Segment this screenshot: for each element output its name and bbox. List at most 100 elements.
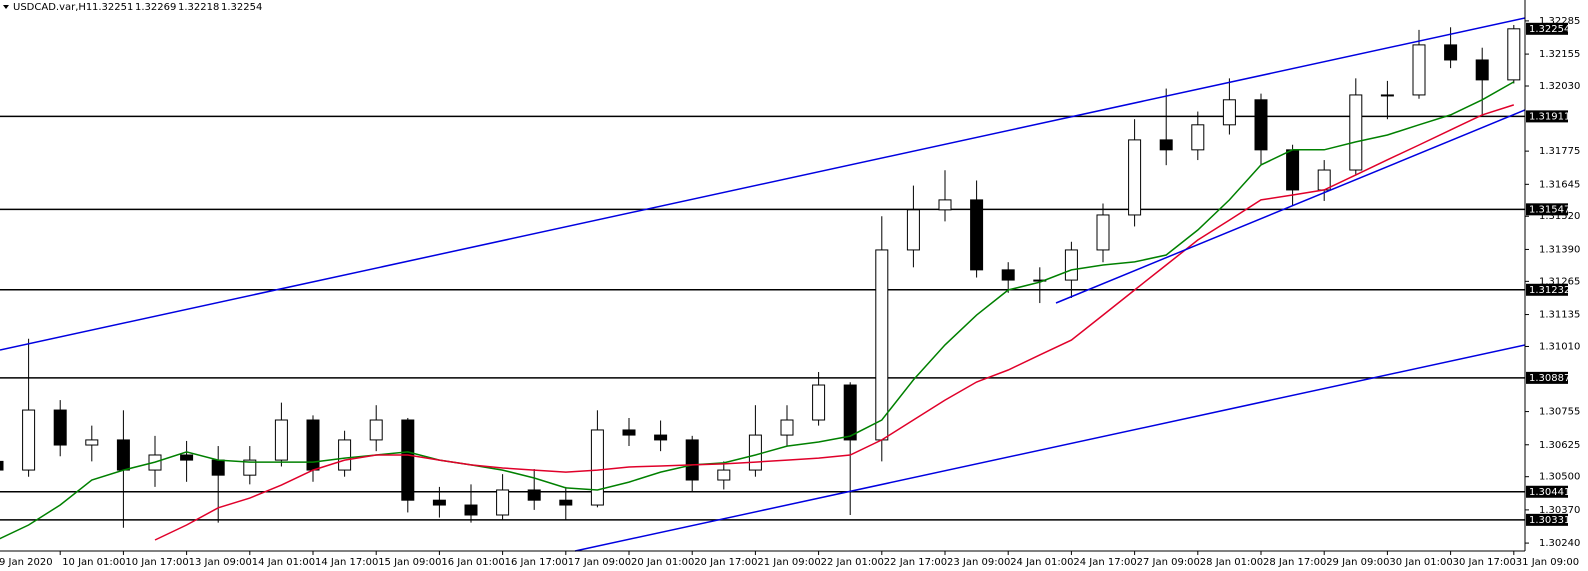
candle-body [1349, 94, 1363, 171]
candle-body [180, 454, 194, 461]
candle-body [1412, 44, 1426, 96]
last-bar-values: 1.32251 1.32269 1.32218 1.32254 [92, 2, 262, 13]
x-tick-label: 21 Jan 09:00 [757, 557, 820, 568]
x-tick-label: 10 Jan 17:00 [125, 557, 188, 568]
ohlc-value: 1.32269 [135, 2, 176, 13]
level-tag [1526, 110, 1568, 123]
candle-body [1096, 214, 1110, 251]
marks-layer [0, 24, 1521, 541]
ohlc-value: 1.32251 [92, 2, 133, 13]
candle-body [1222, 99, 1236, 126]
candle-body [116, 439, 130, 471]
candle-body [1159, 139, 1173, 151]
y-tick-label: 1.32285 [1539, 16, 1580, 27]
x-tick-label: 28 Jan 01:00 [1200, 557, 1263, 568]
x-tick-label: 9 Jan 2020 [0, 557, 53, 568]
candle-body [22, 409, 36, 471]
candle-body [1191, 124, 1205, 151]
x-tick-label: 29 Jan 09:00 [1326, 557, 1389, 568]
x-tick-label: 30 Jan 01:00 [1389, 557, 1452, 568]
candle-body [906, 209, 920, 251]
candle-body [1001, 269, 1015, 281]
trendline [0, 17, 1526, 351]
x-tick-label: 14 Jan 17:00 [315, 557, 378, 568]
level-label: 1.30331 [1529, 515, 1570, 526]
y-tick-label: 1.31775 [1539, 146, 1580, 157]
level-tag [1526, 513, 1568, 526]
level-tag [1526, 485, 1568, 498]
x-tick-label: 20 Jan 17:00 [694, 557, 757, 568]
candle-body [1317, 169, 1331, 191]
candle-body [243, 459, 257, 476]
level-tag [1526, 283, 1568, 296]
y-tick-label: 1.32030 [1539, 81, 1580, 92]
candle-body [0, 460, 4, 471]
y-tick-label: 1.31520 [1539, 211, 1580, 222]
y-tick-label: 1.30370 [1539, 505, 1580, 516]
candle-body [464, 504, 478, 516]
candle-body [780, 419, 794, 436]
y-tick-label: 1.30625 [1539, 440, 1580, 451]
x-tick-label: 31 Jan 09:00 [1516, 557, 1579, 568]
candle-body [401, 419, 415, 501]
bid-label: 1.32254 [1529, 24, 1570, 35]
candle-body [1507, 28, 1521, 81]
candle-body [559, 499, 573, 506]
candle-body [748, 434, 762, 471]
x-tick-label: 23 Jan 09:00 [947, 557, 1010, 568]
ohlc-value: 1.32218 [178, 2, 219, 13]
y-tick-label: 1.31645 [1539, 179, 1580, 190]
x-tick-label: 16 Jan 01:00 [441, 557, 504, 568]
candle-body [432, 499, 446, 506]
candle-body [1128, 139, 1142, 216]
candle-body [685, 439, 699, 481]
candle-body [938, 199, 952, 211]
level-tag [1526, 203, 1568, 216]
ohlc-value: 1.32254 [221, 2, 262, 13]
candle-body [1286, 149, 1300, 191]
trendlines [0, 17, 1526, 552]
candle-body [1380, 94, 1394, 97]
y-tick-label: 1.31390 [1539, 244, 1580, 255]
x-tick-label: 28 Jan 17:00 [1263, 557, 1326, 568]
candle-body [812, 384, 826, 421]
candle-body [1064, 249, 1078, 281]
y-tick-label: 1.30755 [1539, 407, 1580, 418]
trendline [574, 344, 1526, 552]
moving-average [0, 81, 1515, 540]
menu-arrow[interactable] [3, 5, 9, 9]
candle-body [369, 419, 383, 441]
y-tick-label: 1.31265 [1539, 276, 1580, 287]
candle-body [53, 409, 67, 446]
x-tick-label: 22 Jan 17:00 [884, 557, 947, 568]
y-tick-label: 1.30240 [1539, 538, 1580, 549]
y-tick-label: 1.30500 [1539, 472, 1580, 483]
x-tick-label: 15 Jan 09:00 [378, 557, 441, 568]
candle-body [1254, 99, 1268, 151]
x-tick-label: 13 Jan 09:00 [189, 557, 252, 568]
candle-body [85, 439, 99, 446]
level-label: 1.30887 [1529, 373, 1570, 384]
level-tag [1526, 371, 1568, 384]
bid-tag [1526, 22, 1568, 35]
candle-body [622, 429, 636, 436]
symbol: USDCAD.var,H1 [13, 2, 92, 13]
level-label: 1.31911 [1529, 111, 1570, 122]
candle-body [1475, 59, 1489, 81]
level-label: 1.30441 [1529, 487, 1570, 498]
labels-layer: 1.32285 1.32155 1.32030 1.31775 1.31645 1.315… [0, 16, 1580, 568]
candle-body [338, 439, 352, 471]
x-tick-label: 22 Jan 01:00 [821, 557, 884, 568]
x-tick-label: 20 Jan 01:00 [631, 557, 694, 568]
levels-layer [0, 115, 1525, 521]
candle-body [970, 199, 984, 271]
candle-body [527, 489, 541, 501]
candle-body [274, 419, 288, 461]
y-tick-label: 1.31010 [1539, 341, 1580, 352]
x-tick-label: 24 Jan 01:00 [1010, 557, 1073, 568]
candle-body [211, 459, 225, 476]
x-tick-label: 16 Jan 17:00 [505, 557, 568, 568]
trendline [1055, 109, 1526, 304]
candle-body [590, 429, 604, 506]
